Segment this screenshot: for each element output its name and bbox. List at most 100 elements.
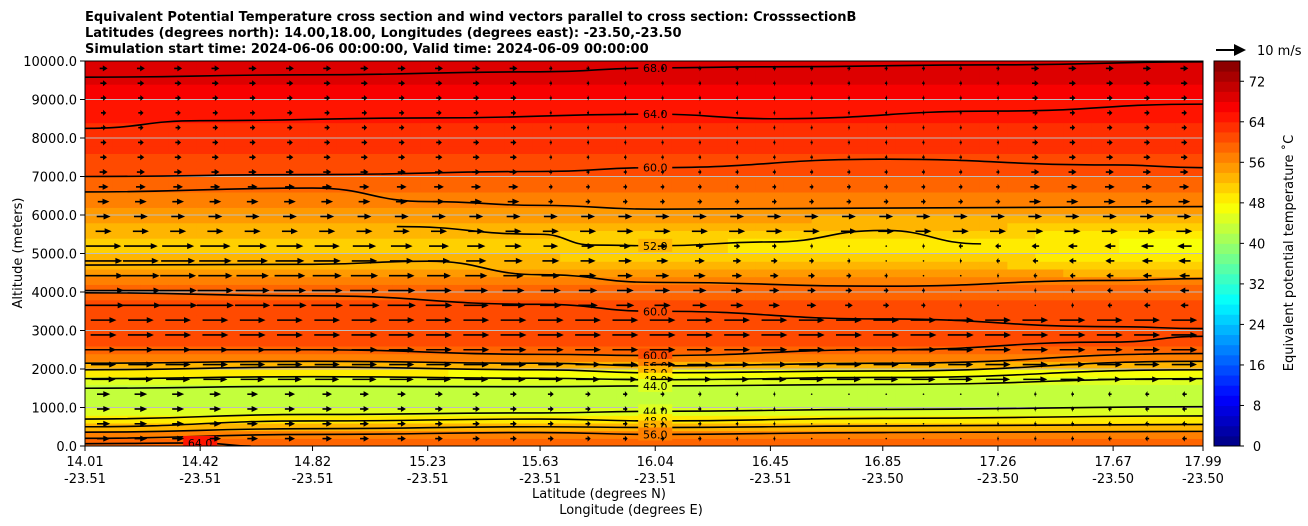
- wind-vector-head: [289, 65, 294, 72]
- theta-cell: [392, 353, 421, 362]
- theta-cell: [252, 261, 282, 270]
- wind-vector-head: [258, 317, 266, 324]
- theta-cell: [1007, 384, 1036, 393]
- theta-cell: [951, 99, 980, 108]
- wind-vector-head: [668, 331, 676, 338]
- theta-cell: [895, 99, 925, 108]
- x-tick-label-lat: 15.63: [521, 455, 558, 470]
- theta-cell: [560, 407, 589, 416]
- theta-cell: [308, 245, 338, 255]
- theta-cell: [252, 199, 282, 208]
- theta-cell: [280, 122, 310, 131]
- wind-vector-head: [1034, 139, 1039, 146]
- wind-vector-head: [326, 169, 332, 176]
- theta-cell: [727, 268, 757, 278]
- wind-vector-head: [289, 124, 293, 131]
- wind-vector-head: [481, 361, 489, 368]
- theta-cell: [364, 307, 394, 316]
- wind-vector: [959, 393, 962, 395]
- theta-cell: [1175, 276, 1203, 285]
- theta-cell: [532, 191, 561, 201]
- theta-cell: [560, 114, 589, 124]
- theta-cell: [112, 392, 142, 401]
- theta-cell: [224, 422, 254, 432]
- theta-cell: [895, 253, 925, 262]
- theta-cell: [1119, 330, 1148, 339]
- wind-vector-head: [215, 213, 223, 220]
- theta-cell: [1147, 422, 1176, 432]
- theta-cell: [923, 284, 953, 293]
- wind-vector-head: [335, 287, 343, 294]
- theta-cell: [1147, 299, 1176, 308]
- theta-cell: [783, 284, 813, 293]
- theta-cell: [140, 99, 170, 108]
- theta-cell: [951, 153, 980, 162]
- theta-cell: [839, 292, 869, 301]
- theta-cell: [112, 438, 142, 446]
- theta-cell: [308, 338, 338, 347]
- theta-cell: [951, 245, 980, 255]
- theta-cell: [420, 430, 449, 439]
- theta-cell: [308, 122, 338, 131]
- wind-vector-head: [811, 109, 813, 116]
- theta-cell: [504, 215, 533, 224]
- theta-cell: [420, 284, 449, 293]
- wind-vector-head: [631, 331, 639, 338]
- theta-cell: [280, 322, 310, 332]
- theta-cell: [280, 276, 310, 285]
- theta-cell: [1007, 76, 1036, 85]
- wind-vector-head: [146, 331, 154, 338]
- theta-cell: [420, 307, 449, 316]
- wind-vector-head: [811, 257, 815, 264]
- wind-vector-head: [1183, 95, 1188, 102]
- theta-cell: [252, 253, 282, 262]
- wind-vector-head: [258, 331, 266, 338]
- wind-vector-head: [371, 272, 379, 279]
- theta-cell: [1007, 422, 1036, 432]
- theta-cell: [168, 253, 198, 262]
- theta-cell: [196, 399, 226, 409]
- wind-vector-head: [663, 287, 671, 294]
- theta-cell: [140, 91, 170, 101]
- wind-vector-head: [214, 169, 220, 176]
- theta-cell: [85, 376, 114, 385]
- theta-cell: [951, 399, 980, 409]
- theta-cell: [923, 84, 953, 93]
- theta-cell: [168, 361, 198, 370]
- theta-cell: [727, 207, 757, 216]
- wind-vector-head: [699, 109, 701, 116]
- theta-cell: [308, 392, 338, 401]
- theta-cell: [1147, 284, 1176, 293]
- theta-cell: [1007, 153, 1036, 162]
- theta-cell: [811, 61, 841, 70]
- wind-vector-head: [372, 302, 380, 309]
- wind-vector-head: [848, 154, 851, 161]
- theta-cell: [85, 222, 114, 231]
- theta-cell: [616, 199, 645, 208]
- theta-cell: [140, 276, 170, 285]
- y-tick-label: 9000.0: [32, 94, 78, 109]
- theta-cell: [839, 222, 869, 231]
- theta-cell: [560, 176, 589, 185]
- wind-vector-head: [1034, 65, 1040, 72]
- theta-cell: [476, 122, 505, 131]
- wind-vector-head: [1145, 405, 1148, 412]
- theta-cell: [1007, 222, 1036, 231]
- theta-cell: [224, 161, 254, 170]
- theta-cell: [112, 107, 142, 116]
- wind-vector-head: [519, 331, 527, 338]
- wind-vector-head: [1108, 420, 1111, 427]
- contour-line-52: [85, 360, 1203, 374]
- theta-cell: [923, 153, 953, 162]
- theta-cell: [392, 438, 421, 446]
- theta-cell: [923, 199, 953, 208]
- wind-vector-head: [1108, 435, 1111, 442]
- wind-vector-head: [1179, 272, 1186, 279]
- wind-vector-head: [512, 391, 517, 398]
- theta-cell: [364, 145, 394, 154]
- theta-cell: [560, 284, 589, 293]
- theta-cell: [755, 168, 785, 178]
- wind-vector-head: [1071, 302, 1073, 309]
- wind-vector-head: [668, 346, 676, 353]
- wind-vector-head: [326, 65, 332, 72]
